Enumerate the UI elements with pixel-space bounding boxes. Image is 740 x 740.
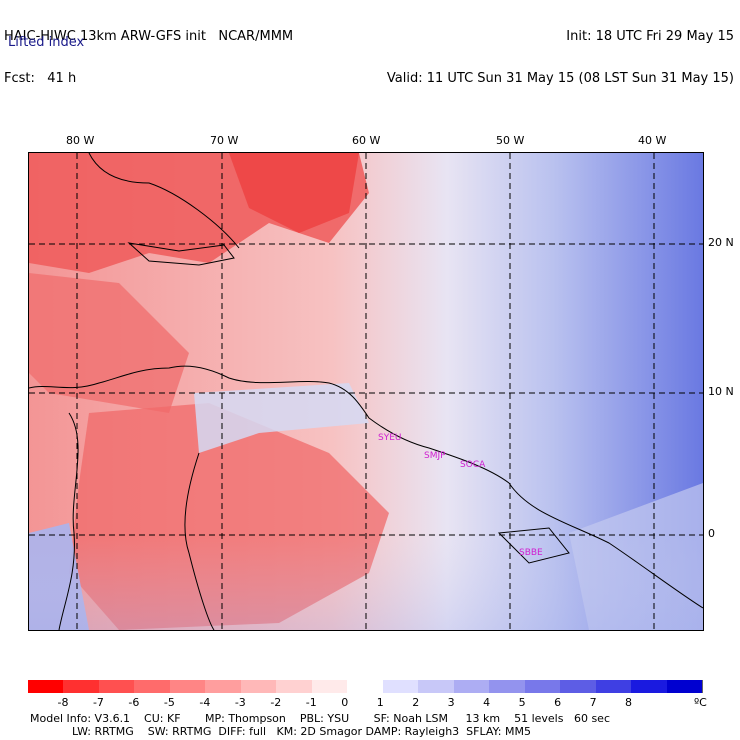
station-label-syeu: SYEU: [378, 433, 402, 443]
colorbar-cell: [453, 680, 491, 693]
colorbar-unit: ºC: [694, 696, 707, 709]
colorbar-cell: [28, 680, 65, 693]
colorbar-cell: [98, 680, 136, 693]
model-info-line2: LW: RRTMG SW: RRTMG DIFF: full KM: 2D Sm…: [30, 725, 531, 738]
colorbar-tick-label: -8: [57, 696, 69, 709]
strong-red-region: [229, 153, 359, 233]
colorbar-tick-label: 0: [341, 696, 349, 709]
colorbar-cell: [418, 680, 455, 693]
colorbar-cell: [63, 680, 100, 693]
station-label-smjp: SMJP: [424, 451, 446, 461]
colorbar-cell: [311, 680, 349, 693]
station-label-soca: SOCA: [460, 460, 486, 470]
header-right: Init: 18 UTC Fri 29 May 15 Valid: 11 UTC…: [387, 2, 734, 100]
header-left: HAIC-HIWC 13km ARW-GFS init NCAR/MMM Fcs…: [4, 2, 293, 100]
colorbar-cell: [347, 680, 384, 693]
colorbar-cell: [595, 680, 633, 693]
graticule: [29, 153, 703, 630]
colorbar-cell: [631, 680, 668, 693]
init-time: Init: 18 UTC Fri 29 May 15: [566, 29, 734, 44]
coastlines: [29, 153, 703, 630]
colorbar-tick-label: 6: [554, 696, 562, 709]
colorbar-tick-label: 5: [518, 696, 526, 709]
colorbar-tick-label: -7: [92, 696, 104, 709]
venezuela-blue-streak: [194, 383, 369, 453]
lon-label-70w: 70 W: [210, 134, 239, 147]
colorbar-cell: [205, 680, 242, 693]
lon-label-80w: 80 W: [66, 134, 95, 147]
colorbar-tick-label: -1: [305, 696, 317, 709]
colorbar-tick-label: 4: [483, 696, 491, 709]
colorbar-tick-label: 8: [625, 696, 633, 709]
lon-label-50w: 50 W: [496, 134, 525, 147]
colorbar-tick-label: -4: [199, 696, 211, 709]
map-canvas: [29, 153, 703, 630]
colorbar-tick-label: -5: [163, 696, 175, 709]
valid-time: Valid: 11 UTC Sun 31 May 15 (08 LST Sun …: [386, 71, 734, 86]
field-name: Lifted index: [8, 35, 85, 50]
model-info-line1: Model Info: V3.6.1 CU: KF MP: Thompson P…: [30, 712, 610, 725]
colorbar-tick-label: -3: [234, 696, 246, 709]
colorbar-tick-label: 2: [412, 696, 420, 709]
colorbar-cell: [382, 680, 420, 693]
colorbar-tick-label: -6: [128, 696, 140, 709]
colorbar-cell: [560, 680, 597, 693]
colorbar-tick-label: 3: [447, 696, 455, 709]
lon-label-40w: 40 W: [638, 134, 667, 147]
colorbar-cell: [524, 680, 562, 693]
colorbar-tick-label: -2: [270, 696, 282, 709]
lat-label-eq: 0: [708, 527, 715, 540]
colorbar-cell: [489, 680, 526, 693]
central-america-red: [29, 273, 189, 413]
colorbar-tick-label: 7: [589, 696, 597, 709]
station-label-sbbe: SBBE: [519, 548, 543, 558]
colorbar-cell: [169, 680, 207, 693]
colorbar-tick-label: 1: [376, 696, 384, 709]
lat-label-10n: 10 N: [708, 385, 734, 398]
colorbar-cell: [666, 680, 703, 693]
lon-label-60w: 60 W: [352, 134, 381, 147]
colorbar-cell: [134, 680, 171, 693]
colorbar-cell: [276, 680, 313, 693]
lifted-index-map: SYEU SMJP SOCA SBBE: [28, 152, 704, 631]
model-title: HAIC-HIWC 13km ARW-GFS init NCAR/MMM: [4, 29, 294, 44]
colorbar-cell: [240, 680, 278, 693]
forecast-hour: Fcst: 41 h: [4, 71, 77, 86]
lat-label-20n: 20 N: [708, 236, 734, 249]
